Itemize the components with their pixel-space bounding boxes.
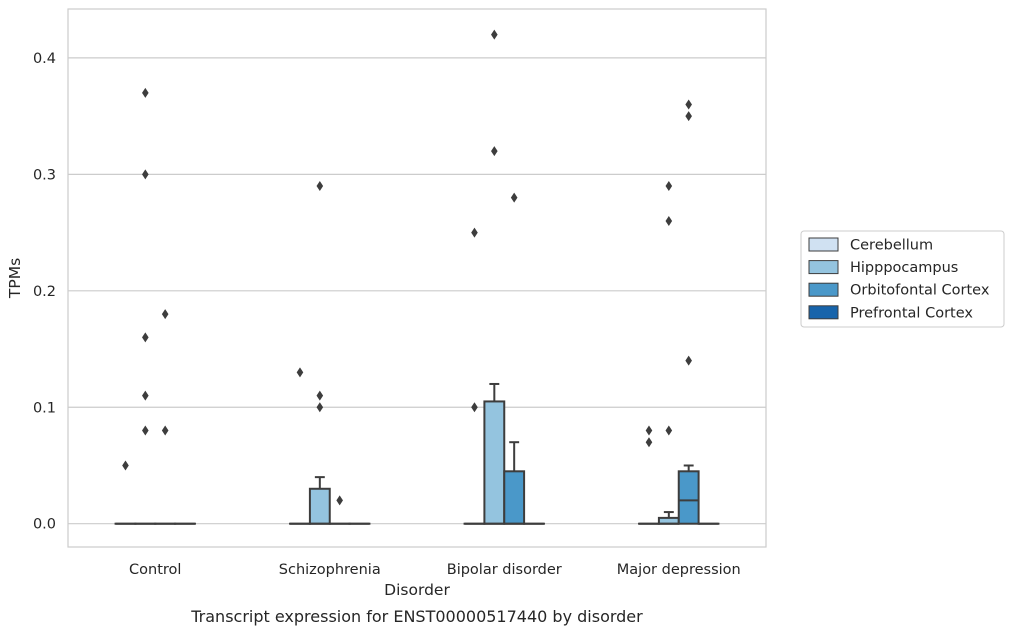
y-axis-ticks: 0.0 0.1 0.2 0.3 0.4 <box>33 51 56 533</box>
y-tick-label: 0.3 <box>33 167 56 183</box>
outlier-point <box>510 192 518 203</box>
outlier-point <box>316 181 324 192</box>
outlier-point <box>142 332 149 343</box>
outlier-point <box>491 146 498 157</box>
outlier-point <box>316 390 324 401</box>
x-axis-label: Disorder <box>384 581 450 599</box>
x-tick-label: Major depression <box>617 562 741 578</box>
outlier-point <box>645 425 653 436</box>
y-tick-label: 0.0 <box>33 517 56 533</box>
legend-swatch <box>808 305 839 320</box>
legend-frame <box>800 230 1005 328</box>
outlier-point <box>142 390 149 401</box>
gridlines <box>68 57 766 525</box>
outlier-point <box>161 425 169 436</box>
outlier-point <box>142 87 149 98</box>
box-hipppocampus <box>657 511 680 525</box>
outlier-point <box>336 495 343 506</box>
outlier-point <box>645 437 653 448</box>
outlier-point <box>665 181 673 192</box>
outlier-point <box>665 425 673 436</box>
x-axis-ticks: Control Schizophrenia Bipolar disorder Majo… <box>129 562 741 578</box>
outlier-point <box>296 367 304 378</box>
outlier-point <box>471 227 478 238</box>
outlier-point <box>665 215 673 226</box>
outlier-point <box>685 111 692 122</box>
legend-swatch <box>808 237 839 252</box>
y-tick-label: 0.1 <box>33 400 56 416</box>
outlier-point <box>491 29 498 40</box>
outlier-point <box>316 402 324 413</box>
legend-label: Prefrontal Cortex <box>850 305 973 321</box>
box-orbitofontal-cortex <box>677 464 700 525</box>
x-tick-label: Bipolar disorder <box>447 562 562 578</box>
box-body <box>483 400 506 525</box>
outlier-point <box>142 425 149 436</box>
box-body <box>503 470 526 525</box>
outlier-points <box>122 29 692 506</box>
legend-label: Cerebellum <box>850 238 933 254</box>
outlier-point <box>122 460 129 471</box>
y-tick-label: 0.4 <box>33 51 56 67</box>
box-hipppocampus <box>308 476 331 525</box>
outlier-point <box>142 169 149 180</box>
plot-frame <box>67 8 767 548</box>
outlier-point <box>685 99 692 110</box>
box-orbitofontal-cortex <box>503 441 526 525</box>
legend-swatch <box>808 282 839 297</box>
legend-label: Orbitofontal Cortex <box>850 283 990 299</box>
boxes <box>114 382 720 525</box>
legend-swatch <box>808 260 839 275</box>
outlier-point <box>471 402 478 413</box>
outlier-point <box>685 355 692 366</box>
box-body <box>308 487 331 525</box>
y-axis-label: TPMs <box>6 258 24 299</box>
box-hipppocampus <box>483 382 506 525</box>
legend: Cerebellum Hipppocampus Orbitofontal Corte… <box>800 230 1005 328</box>
x-tick-label: Schizophrenia <box>279 562 381 578</box>
chart-caption: Transcript expression for ENST0000051744… <box>190 607 643 626</box>
legend-label: Hipppocampus <box>850 260 958 276</box>
x-tick-label: Control <box>129 562 181 578</box>
y-tick-label: 0.2 <box>33 284 56 300</box>
outlier-point <box>161 309 169 320</box>
box-body <box>677 470 700 525</box>
